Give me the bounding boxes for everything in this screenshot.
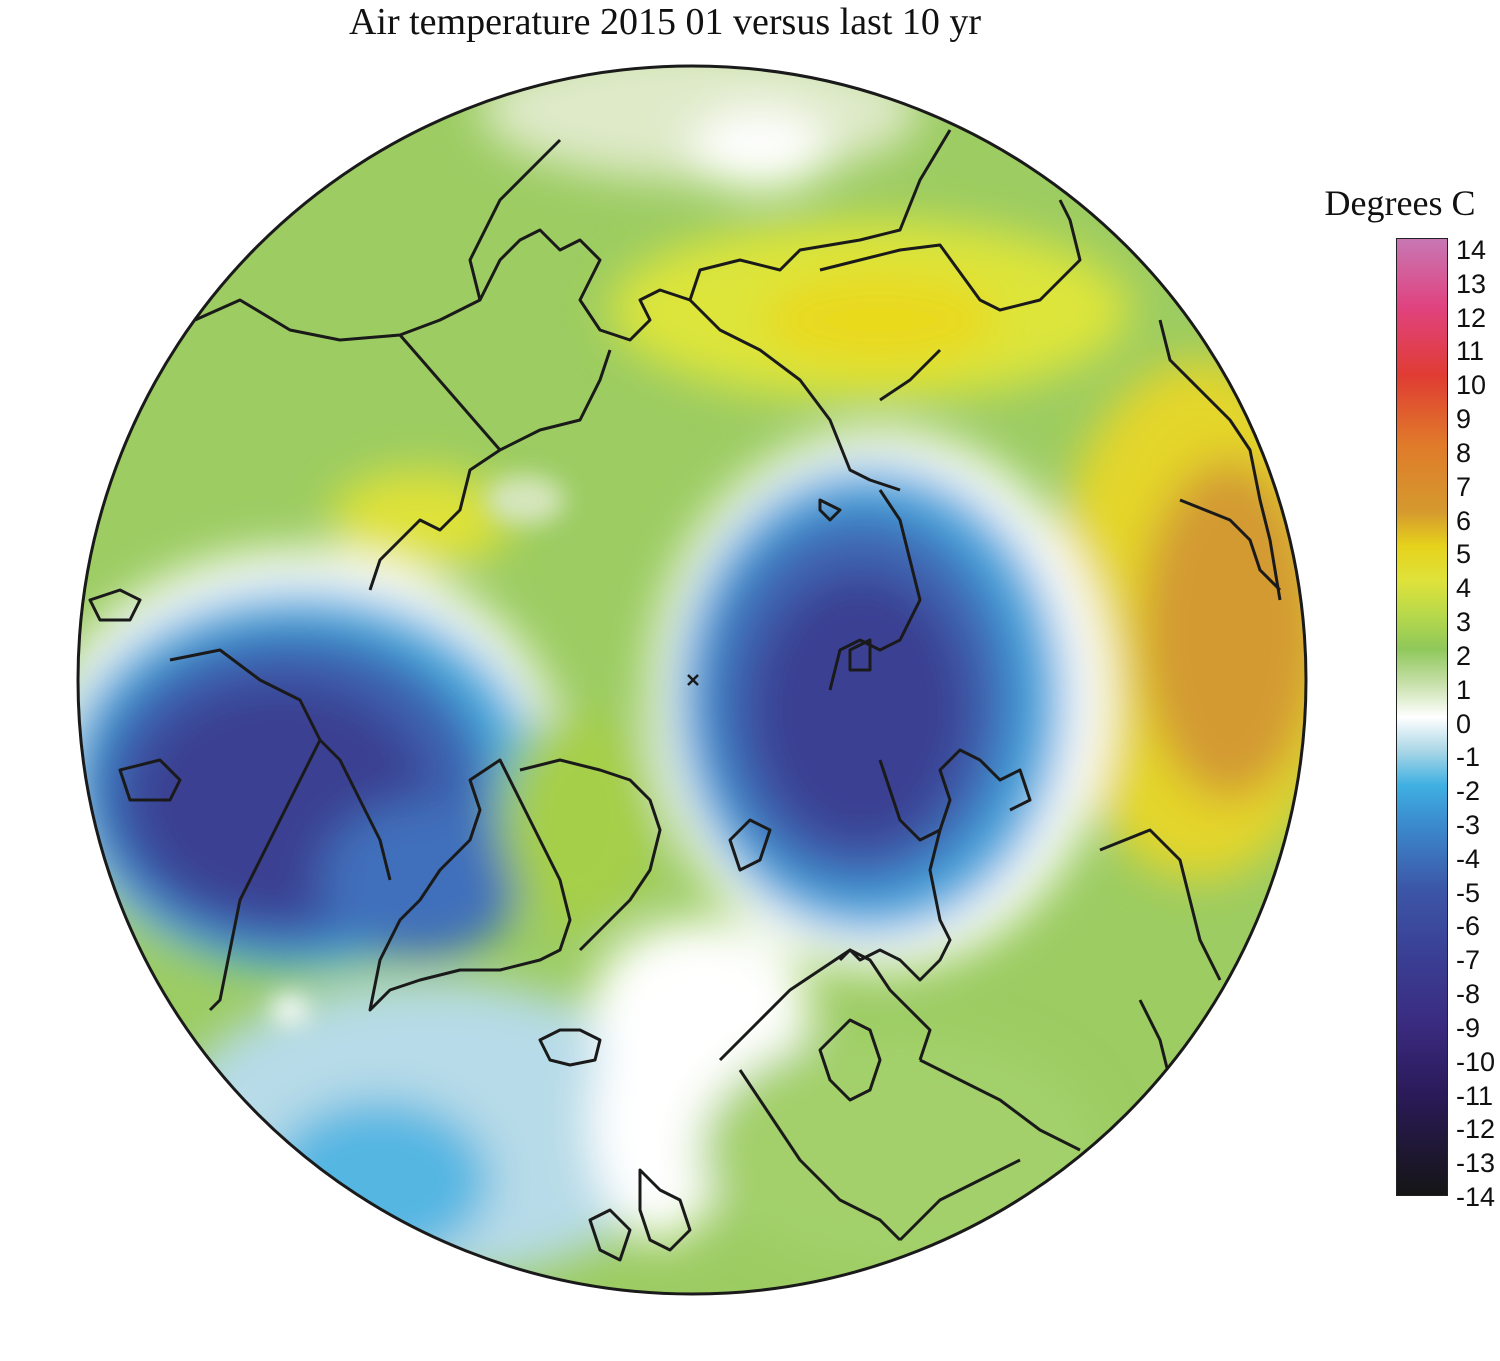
colorbar-tick-label: 9 [1456, 404, 1472, 435]
colorbar-tick-label: 10 [1456, 370, 1487, 401]
colorbar-tick-label: 13 [1456, 268, 1487, 299]
colorbar-tick-label: -2 [1456, 776, 1481, 807]
colorbar-tick-label: -12 [1456, 1114, 1496, 1145]
colorbar-tick-label: -9 [1456, 1012, 1481, 1043]
map-border [76, 64, 1308, 1296]
legend-title: Degrees C [1324, 183, 1476, 223]
colorbar-tick-label: 3 [1456, 607, 1472, 638]
colorbar-tick-label: -5 [1456, 877, 1481, 908]
temperature-anomaly-field [78, 66, 1306, 1294]
colorbar-tick-label: 14 [1456, 235, 1487, 265]
colorbar-tick-label: -8 [1456, 979, 1481, 1010]
colorbar-tick-label: -10 [1456, 1046, 1496, 1077]
colorbar-tick-label: 1 [1456, 674, 1472, 705]
colorbar-tick-label: 0 [1456, 708, 1472, 739]
colorbar-tick-label: 7 [1456, 471, 1472, 502]
colorbar-tick-label: 8 [1456, 437, 1472, 468]
map-title: Air temperature 2015 01 versus last 10 y… [348, 1, 982, 43]
colorbar-tick-label: -13 [1456, 1148, 1496, 1179]
colorbar-tick-label: 4 [1456, 573, 1472, 604]
colorbar-tick-label: 11 [1456, 336, 1485, 367]
colorbar-tick-label: -11 [1456, 1080, 1494, 1111]
north-pole-marker [687, 674, 699, 686]
colorbar-tick-label: 5 [1456, 539, 1472, 570]
colorbar-tick-label: 12 [1456, 302, 1487, 333]
colorbar-tick-label: -4 [1456, 843, 1481, 874]
colorbar-tick-label: -7 [1456, 945, 1481, 976]
colorbar-tick-label: -6 [1456, 911, 1481, 942]
colorbar-tick-label: 2 [1456, 640, 1472, 671]
colorbar [1396, 238, 1448, 1196]
colorbar-tick-label: -14 [1456, 1182, 1496, 1212]
colorbar-tick-label: -1 [1456, 742, 1481, 773]
coastlines [88, 129, 1282, 1262]
colorbar-tick-label: 6 [1456, 505, 1472, 536]
colorbar-tick-label: -3 [1456, 809, 1481, 840]
